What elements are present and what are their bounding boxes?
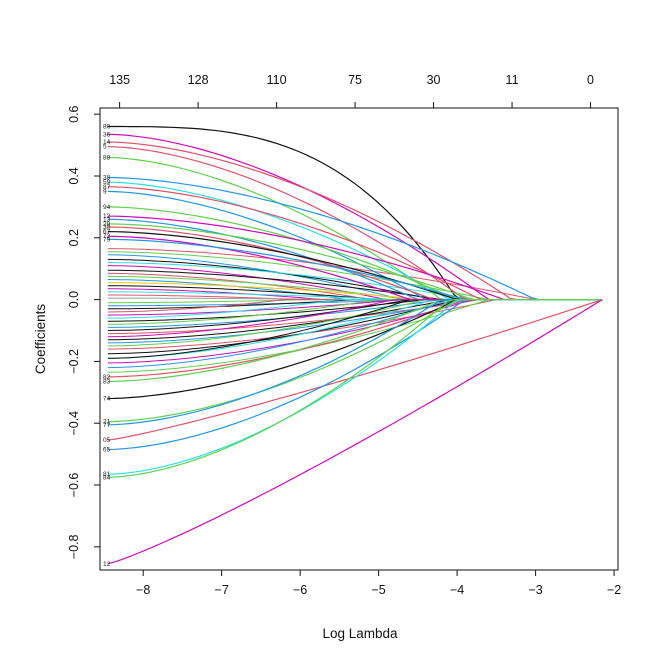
top-tick-label: 110 [267,73,287,87]
curve-label-77: 77 [103,422,111,429]
x-axis-title: Log Lambda [322,626,398,641]
curve-label-9: 9 [103,188,107,195]
curve-label-59: 59 [103,179,111,186]
y-tick-label: −0.4 [67,411,81,436]
x-tick-label: −8 [136,583,150,597]
curve-label-12: 12 [103,561,111,568]
plot-frame [99,107,619,571]
curve-label-05: 05 [103,437,111,444]
top-axis: 135 128 110 75 30 11 0 [109,73,594,108]
curve-label-87: 87 [103,184,111,191]
curve-label-94: 94 [103,204,111,211]
top-tick-label: 30 [427,73,441,87]
curve-label-5: 5 [103,144,107,151]
x-tick-label: −6 [293,583,307,597]
curve-label-13: 13 [103,216,111,223]
y-tick-label: 0.2 [67,229,81,246]
x-tick-label: −4 [450,583,464,597]
top-tick-label: 11 [506,73,519,87]
x-tick-label: −7 [215,583,229,597]
curve-label-74: 74 [103,395,111,402]
coefficient-paths [107,125,603,565]
coefficient-path-84 [107,299,603,478]
curve-label-67: 67 [103,229,111,236]
curve-label-14: 14 [103,139,111,146]
curve-label-81: 81 [103,471,111,478]
top-tick-label: 128 [188,73,209,87]
coefficient-path-12 [107,299,603,565]
y-tick-label: 0.4 [67,167,81,184]
coefficient-path [107,248,603,301]
top-tick-label: 0 [587,73,594,87]
top-tick-label: 135 [109,73,130,87]
curve-label-36: 36 [103,131,111,138]
curve-label-38: 38 [103,175,111,182]
curve-label-83: 83 [103,378,111,385]
y-tick-label: 0.6 [67,105,81,122]
x-tick-label: −2 [607,583,621,597]
curve-label-30: 30 [103,224,111,231]
curve-label-20: 20 [103,221,111,228]
y-tick-label: −0.8 [67,534,81,559]
curve-label-80: 80 [103,124,111,131]
top-tick-label: 75 [348,73,362,87]
curve-label-12: 12 [103,213,111,220]
x-tick-label: −3 [528,583,542,597]
coefficient-path-38 [107,176,603,301]
curve-labels: 8036145883859879941213203067727982837421… [103,124,111,568]
curve-label-72: 72 [103,233,111,240]
y-tick-label: −0.6 [67,473,81,498]
x-tick-label: −5 [371,583,385,597]
y-tick-label: 0.0 [67,291,81,308]
curve-label-79: 79 [103,236,111,243]
curve-label-82: 82 [103,374,111,381]
y-axis-title: Coefficients [33,304,48,375]
curve-label-21: 21 [103,419,111,426]
x-axis: −8 −7 −6 −5 −4 −3 −2 [136,570,621,597]
y-axis: −0.8 −0.6 −0.4 −0.2 0.0 0.2 0.4 0.6 [67,105,100,559]
curve-label-84: 84 [103,474,111,481]
curve-label-65: 65 [103,446,111,453]
y-tick-label: −0.2 [67,349,81,374]
curve-label-88: 88 [103,154,111,161]
